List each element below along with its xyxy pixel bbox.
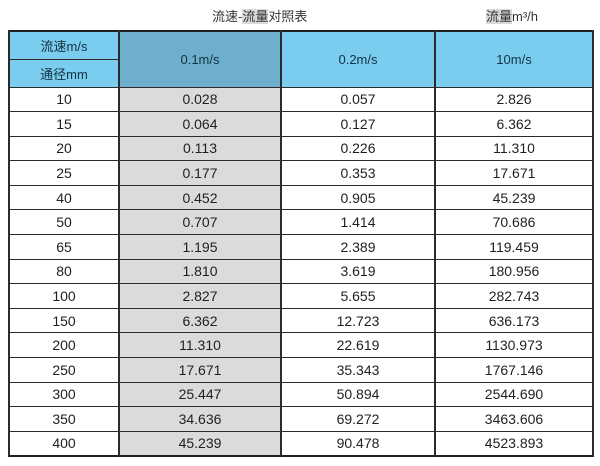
flow-value-cell: 1.414 [280,209,436,236]
flow-value-cell: 282.743 [434,283,594,309]
page-title-highlight: 流量 [242,9,269,24]
diameter-cell: 400 [8,430,120,457]
diameter-cell: 15 [8,111,120,137]
table-row: 50 0.707 1.414 70.686 [8,209,594,236]
flow-value-cell: 0.064 [118,111,282,137]
flow-value-cell: 2.827 [118,283,282,309]
page-title-prefix: 流速- [212,9,243,24]
flow-value-cell: 6.362 [434,111,594,137]
table-row: 40 0.452 0.905 45.239 [8,184,594,211]
flow-value-cell: 0.127 [280,111,436,137]
flow-value-cell: 12.723 [280,307,436,334]
flow-value-cell: 0.905 [280,184,436,211]
flow-value-cell: 22.619 [280,332,436,359]
table-row: 250 17.671 35.343 1767.146 [8,357,594,383]
table-row: 80 1.810 3.619 180.956 [8,258,594,285]
flow-value-cell: 3.619 [280,258,436,285]
flow-value-cell: 119.459 [434,234,594,260]
diameter-cell: 350 [8,406,120,432]
flow-value-cell: 180.956 [434,258,594,285]
flow-value-cell: 0.452 [118,184,282,211]
diameter-cell: 300 [8,381,120,408]
flow-unit-highlight: 流量 [486,9,513,24]
table-row: 65 1.195 2.389 119.459 [8,234,594,260]
flow-value-cell: 35.343 [280,357,436,383]
diameter-cell: 100 [8,283,120,309]
flow-value-cell: 17.671 [434,160,594,186]
table-row: 15 0.064 0.127 6.362 [8,111,594,137]
table-row: 150 6.362 12.723 636.173 [8,307,594,334]
flow-value-cell: 45.239 [118,430,282,457]
flow-value-cell: 45.239 [434,184,594,211]
flow-value-cell: 0.028 [118,86,282,113]
page-header: 流速-流量对照表 流量m³/h [0,0,600,30]
flow-value-cell: 0.226 [280,135,436,162]
flow-value-cell: 0.113 [118,135,282,162]
flow-value-cell: 0.057 [280,86,436,113]
column-header-0-1ms: 0.1m/s [118,30,282,88]
flow-value-cell: 25.447 [118,381,282,408]
table-row: 400 45.239 90.478 4523.893 [8,430,594,457]
diameter-cell: 50 [8,209,120,236]
flow-value-cell: 0.177 [118,160,282,186]
flow-unit-suffix: m³/h [512,9,539,24]
flow-value-cell: 50.894 [280,381,436,408]
diameter-cell: 250 [8,357,120,383]
flow-value-cell: 636.173 [434,307,594,334]
table-row: 300 25.447 50.894 2544.690 [8,381,594,408]
flow-value-cell: 70.686 [434,209,594,236]
flow-value-cell: 0.353 [280,160,436,186]
diameter-cell: 40 [8,184,120,211]
flow-value-cell: 2544.690 [434,381,594,408]
corner-cell-velocity: 流速m/s [8,30,120,60]
diameter-cell: 25 [8,160,120,186]
table-header: 流速m/s 0.1m/s 0.2m/s 10m/s 通径mm [8,30,594,88]
table-row: 20 0.113 0.226 11.310 [8,135,594,162]
flow-unit-label: 流量m³/h [486,6,538,25]
flow-value-cell: 1767.146 [434,357,594,383]
flow-value-cell: 3463.606 [434,406,594,432]
table-row: 350 34.636 69.272 3463.606 [8,406,594,432]
diameter-cell: 20 [8,135,120,162]
flow-rate-table: 流速m/s 0.1m/s 0.2m/s 10m/s 通径mm 10 0.028 0.… [8,30,594,457]
flow-value-cell: 11.310 [118,332,282,359]
flow-value-cell: 34.636 [118,406,282,432]
flow-value-cell: 69.272 [280,406,436,432]
flow-value-cell: 2.826 [434,86,594,113]
diameter-cell: 80 [8,258,120,285]
flow-value-cell: 1.810 [118,258,282,285]
table-row: 10 0.028 0.057 2.826 [8,86,594,113]
column-header-0-2ms: 0.2m/s [280,30,436,88]
flow-value-cell: 5.655 [280,283,436,309]
flow-value-cell: 0.707 [118,209,282,236]
diameter-cell: 150 [8,307,120,334]
header-row-bottom: 通径mm [8,58,593,88]
page-title: 流速-流量对照表 [212,6,307,25]
diameter-cell: 200 [8,332,120,359]
table-body: 10 0.028 0.057 2.826 15 0.064 0.127 6.362 20 0.11… [8,86,594,457]
flow-value-cell: 4523.893 [434,430,594,457]
column-header-10ms: 10m/s [434,30,594,88]
table-row: 100 2.827 5.655 282.743 [8,283,594,309]
flow-value-cell: 2.389 [280,234,436,260]
flow-value-cell: 1.195 [118,234,282,260]
diameter-cell: 10 [8,86,120,113]
flow-value-cell: 1130.973 [434,332,594,359]
page-title-suffix: 对照表 [268,9,308,24]
table-row: 200 11.310 22.619 1130.973 [8,332,594,359]
flow-value-cell: 6.362 [118,307,282,334]
corner-cell-diameter: 通径mm [8,58,120,88]
table-row: 25 0.177 0.353 17.671 [8,160,594,186]
diameter-cell: 65 [8,234,120,260]
header-row-top: 流速m/s 0.1m/s 0.2m/s 10m/s [8,30,594,88]
flow-value-cell: 90.478 [280,430,436,457]
flow-value-cell: 11.310 [434,135,594,162]
flow-value-cell: 17.671 [118,357,282,383]
